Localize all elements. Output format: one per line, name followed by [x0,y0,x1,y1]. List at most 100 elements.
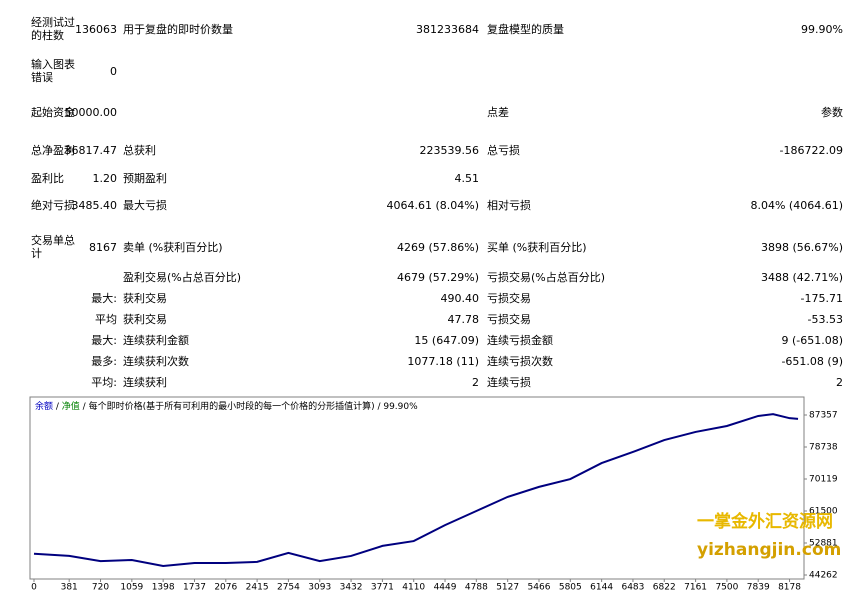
field-value: 4679 (57.29%) [396,270,479,284]
field-value: 36817.47 [64,143,118,157]
field-value: 223539.56 [419,143,480,157]
field-value: 50000.00 [64,105,118,119]
field-label: 买单 (%获利百分比) [487,240,587,254]
field-value: 9 (-651.08) [781,333,843,347]
field-label: 用于复盘的即时价数量 [123,22,233,36]
y-tick-label: 52881 [809,539,838,549]
field-label: 复盘模型的质量 [487,22,564,36]
x-tick-label: 3432 [340,583,363,593]
field-label: 绝对亏损 [31,198,75,212]
x-tick-label: 2415 [246,583,269,593]
field-label: 交易单总计 [31,234,75,260]
x-tick-label: 5805 [559,583,582,593]
field-value: 4269 (57.86%) [396,240,479,254]
x-tick-label: 381 [61,583,78,593]
field-value: -175.71 [800,291,843,305]
field-label: 连续获利金额 [123,333,189,347]
field-label: 获利交易 [123,312,167,326]
x-tick-label: 6822 [653,583,676,593]
x-tick-label: 3093 [308,583,331,593]
field-value: 1077.18 (11) [407,354,479,368]
field-label: 输入图表错误 [31,58,75,84]
field-value: 参数 [821,105,843,119]
legend-item: 99.90% [383,402,418,412]
chart-frame [29,396,805,580]
legend-separator: / [53,402,62,412]
x-tick-label: 3771 [371,583,394,593]
x-tick-label: 2076 [214,583,237,593]
field-value: 2 [472,375,479,389]
field-label: 相对亏损 [487,198,531,212]
legend-item: 每个即时价格(基于所有可利用的最小时段的每一个价格的分形插值计算) [89,400,375,412]
legend-item: 余额 [35,400,53,412]
field-label: 最大亏损 [123,198,167,212]
field-label: 连续获利次数 [123,354,189,368]
y-tick-label: 61500 [809,507,838,517]
field-label: 预期盈利 [123,171,167,185]
field-value: 381233684 [416,22,479,36]
field-label: 获利交易 [123,291,167,305]
x-tick-label: 2754 [277,583,300,593]
field-value: 4064.61 (8.04%) [386,198,479,212]
balance-line [33,413,799,567]
x-tick-label: 6483 [621,583,644,593]
x-tick-label: 8178 [778,583,801,593]
field-value: 490.40 [440,291,480,305]
x-tick-label: 7839 [747,583,770,593]
x-tick-label: 4788 [465,583,488,593]
field-value: 15 (647.09) [414,333,479,347]
x-tick-label: 5127 [496,583,519,593]
field-value: 1.20 [92,171,118,185]
field-label: 点差 [487,105,509,119]
legend: 余额 / 净值 / 每个即时价格(基于所有可利用的最小时段的每一个价格的分形插值… [35,400,418,412]
field-value: 平均: [91,375,117,389]
y-tick-label: 87357 [809,411,838,421]
x-tick-label: 0 [31,583,37,593]
field-label: 卖单 (%获利百分比) [123,240,223,254]
field-value: 47.78 [447,312,480,326]
y-tick-label: 44262 [809,571,838,581]
legend-separator: / [375,402,384,412]
field-label: 连续亏损 [487,375,531,389]
x-tick-label: 7161 [684,583,707,593]
x-tick-label: 5466 [528,583,551,593]
field-label: 总获利 [123,143,156,157]
field-value: 0 [110,64,117,78]
x-tick-label: 4110 [402,583,425,593]
watermark-title: 一掌金外汇资源网 [697,511,833,532]
field-value: 最多: [91,354,117,368]
field-label: 总亏损 [487,143,520,157]
field-value: 2 [836,375,843,389]
field-value: -651.08 (9) [781,354,843,368]
field-label: 总净盈利 [31,143,75,157]
field-value: 4.51 [454,171,480,185]
field-label: 连续亏损次数 [487,354,553,368]
field-value: 3485.40 [71,198,118,212]
field-label: 亏损交易 [487,291,531,305]
field-value: 136063 [75,22,117,36]
field-value: 3898 (56.67%) [760,240,843,254]
x-tick-label: 1737 [183,583,206,593]
field-value: 8.04% (4064.61) [750,198,843,212]
field-label: 经测试过的柱数 [31,16,75,42]
field-value: 最大: [91,291,117,305]
field-label: 盈利交易(%占总百分比) [123,270,242,284]
field-label: 亏损交易 [487,312,531,326]
field-value: 平均 [95,312,117,326]
field-value: 8167 [89,240,117,254]
field-value: 99.90% [801,22,843,36]
legend-separator: / [80,402,89,412]
y-tick-label: 78738 [809,443,838,453]
x-tick-label: 7500 [715,583,738,593]
field-label: 连续亏损金额 [487,333,553,347]
x-tick-label: 6144 [590,583,613,593]
watermark-site: yizhangjin.com [697,540,841,560]
field-label: 亏损交易(%占总百分比) [487,270,606,284]
field-value: 最大: [91,333,117,347]
field-label: 起始资金 [31,105,75,119]
field-label: 连续获利 [123,375,167,389]
y-tick-label: 70119 [809,475,838,485]
x-tick-label: 1398 [152,583,175,593]
